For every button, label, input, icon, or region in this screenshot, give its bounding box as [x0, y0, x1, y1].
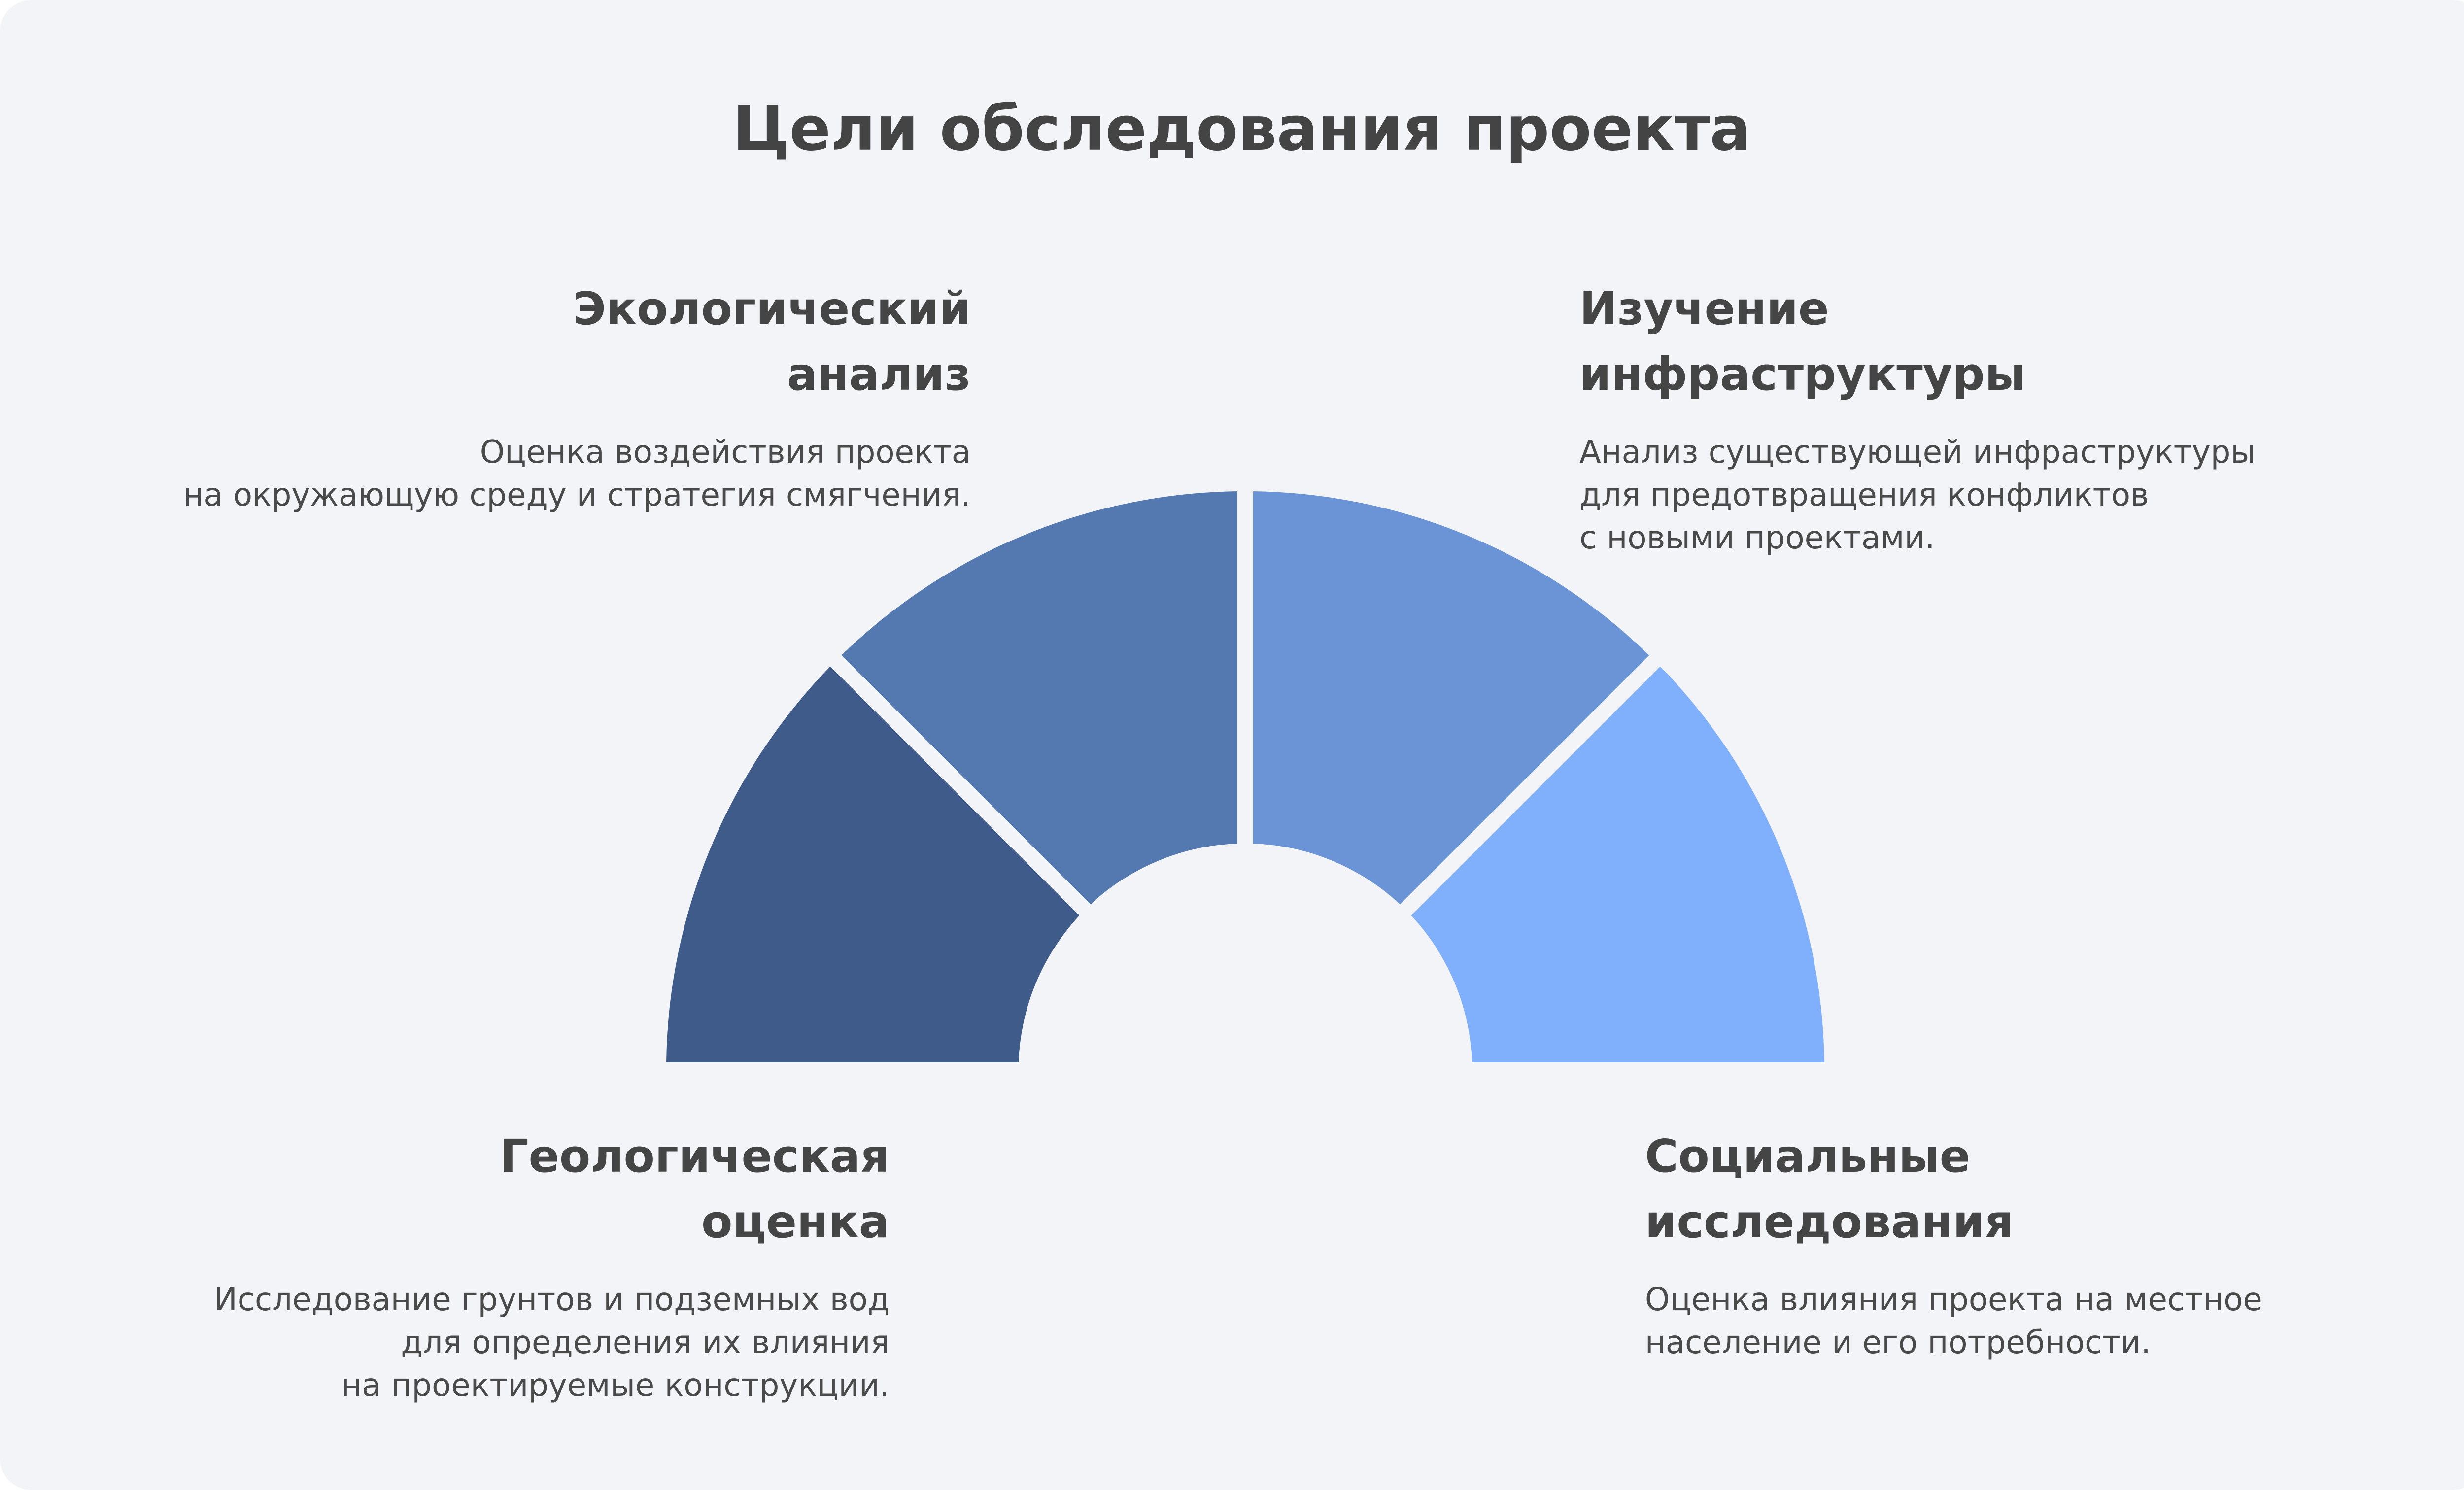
segment-ecological [841, 491, 1237, 905]
geological-description: Исследование грунтов и подземных вод для… [213, 1281, 890, 1404]
infrastructure-description: Анализ существующей инфраструктуры для п… [1579, 434, 2256, 556]
geological-heading: Геологическая оценка [499, 1130, 890, 1249]
segment-geological [666, 666, 1080, 1062]
segment-social [1411, 666, 1824, 1062]
page-title: Цели обследования проекта [732, 94, 1751, 165]
infrastructure-block: Изучение инфраструктуры Анализ существую… [1579, 276, 2417, 560]
social-heading: Социальные исследования [1645, 1130, 2014, 1249]
ecological-heading: Экологический анализ [573, 282, 971, 401]
ecological-description: Оценка воздействия проекта на окружающую… [183, 434, 971, 513]
social-block: Социальные исследования Оценка влияния п… [1645, 1123, 2458, 1364]
geological-block: Геологическая оценка Исследование грунто… [2, 1123, 890, 1407]
infrastructure-heading: Изучение инфраструктуры [1579, 282, 2026, 401]
ecological-block: Экологический анализ Оценка воздействия … [0, 276, 971, 517]
segment-infrastructure [1253, 491, 1649, 905]
social-description: Оценка влияния проекта на местное населе… [1645, 1281, 2262, 1361]
